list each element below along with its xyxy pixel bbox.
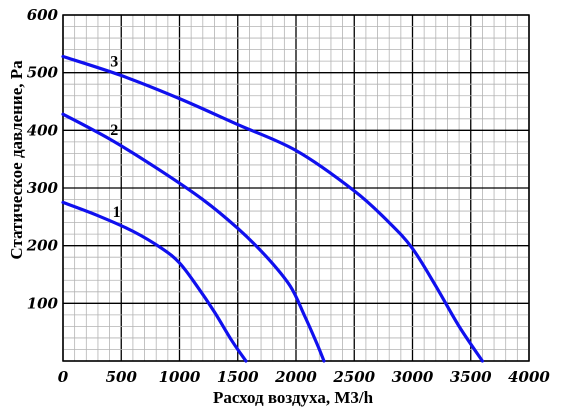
y-tick-label: 100 <box>27 294 59 312</box>
x-axis-ticks: 0 500 1000 1500 2000 2500 3000 3500 4000 <box>58 368 551 386</box>
curve-3-label: 3 <box>110 53 118 70</box>
y-tick-label: 400 <box>27 121 59 139</box>
curve-1 <box>61 200 248 363</box>
x-tick-label: 1000 <box>159 368 201 386</box>
y-tick-label: 300 <box>27 179 59 197</box>
x-tick-label: 4000 <box>508 368 550 386</box>
plot-frame <box>62 14 530 362</box>
x-tick-label: 3000 <box>392 368 434 386</box>
y-axis-ticks: 100 200 300 400 500 600 <box>26 6 59 312</box>
x-tick-label: 0 <box>58 368 69 386</box>
y-tick-label: 500 <box>27 64 59 82</box>
x-tick-label: 2500 <box>332 368 375 386</box>
x-tick-label: 2000 <box>274 368 317 386</box>
curve-2 <box>61 112 326 363</box>
chart-curves <box>61 54 484 363</box>
y-axis-title: Статическое давление, Pa <box>7 60 26 260</box>
curve-2-label: 2 <box>110 122 118 139</box>
chart-grid <box>62 14 530 362</box>
y-tick-label: 200 <box>26 237 59 255</box>
curve-3 <box>61 54 484 363</box>
x-axis-title: Расход воздуха, М3/h <box>213 388 374 407</box>
x-tick-label: 3500 <box>450 368 492 386</box>
y-tick-label: 600 <box>27 6 59 24</box>
curve-1-label: 1 <box>113 204 121 221</box>
x-tick-label: 500 <box>106 368 138 386</box>
chart-curve-labels: 1 2 3 <box>110 53 120 221</box>
x-tick-label: 1500 <box>217 368 259 386</box>
